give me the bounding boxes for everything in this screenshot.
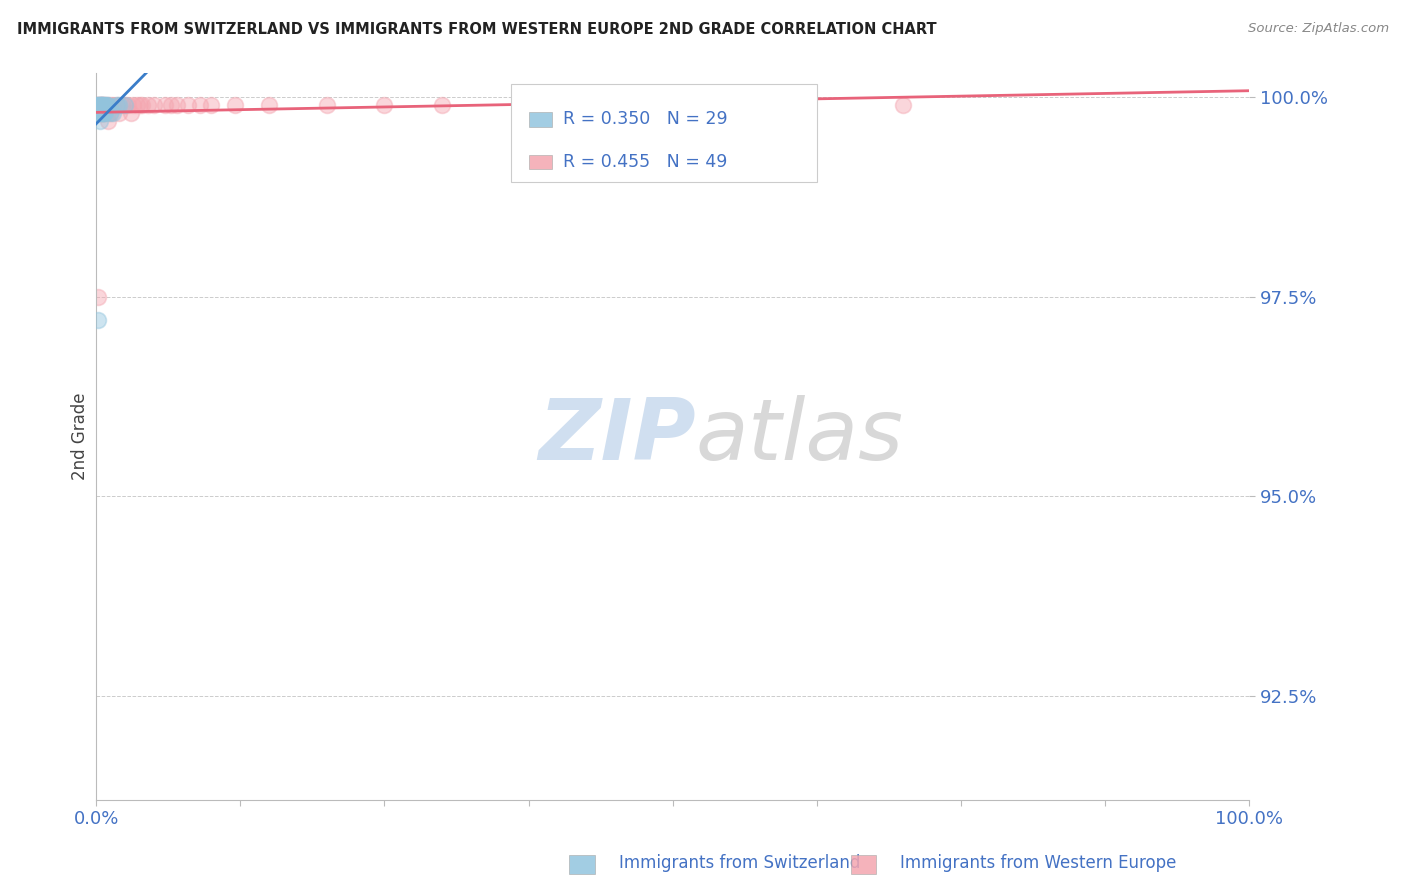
Point [96, 98, 118, 112]
Point [177, 98, 200, 112]
Point [120, 106, 142, 120]
Point [89, 98, 111, 112]
Point [108, 98, 131, 112]
Point [155, 98, 177, 112]
Point [257, 98, 280, 112]
Point [86, 106, 108, 120]
Y-axis label: 2nd Grade: 2nd Grade [72, 392, 89, 480]
Point [89, 106, 111, 120]
Point [87, 289, 110, 303]
Point [98, 98, 121, 112]
Point [87, 98, 110, 112]
Point [125, 98, 148, 112]
Bar [529, 112, 551, 127]
Point [90, 98, 112, 112]
Point [103, 98, 125, 112]
Text: R = 0.455   N = 49: R = 0.455 N = 49 [564, 153, 727, 171]
Point [315, 98, 337, 112]
Point [90, 98, 112, 112]
Point [200, 98, 222, 112]
FancyBboxPatch shape [512, 84, 817, 182]
Point [91, 98, 114, 112]
Point [91, 98, 114, 112]
Point [893, 98, 915, 112]
Point [110, 98, 132, 112]
Point [224, 98, 246, 112]
Point [96, 98, 118, 112]
Text: Immigrants from Switzerland: Immigrants from Switzerland [619, 855, 860, 872]
Point [98, 106, 121, 120]
Point [430, 98, 453, 112]
Point [94, 106, 117, 120]
Point [105, 98, 128, 112]
Point [89, 98, 111, 112]
Text: Immigrants from Western Europe: Immigrants from Western Europe [900, 855, 1177, 872]
Point [142, 98, 165, 112]
Point [114, 98, 136, 112]
Text: atlas: atlas [696, 395, 904, 478]
Point [166, 98, 188, 112]
Point [160, 98, 183, 112]
Point [87, 106, 110, 120]
Point [97, 98, 120, 112]
Point [373, 98, 395, 112]
Point [97, 114, 120, 128]
Point [122, 98, 145, 112]
Point [114, 98, 136, 112]
Point [188, 98, 211, 112]
Point [661, 98, 683, 112]
Point [129, 98, 152, 112]
Point [90, 106, 112, 120]
Point [87, 98, 110, 112]
Text: IMMIGRANTS FROM SWITZERLAND VS IMMIGRANTS FROM WESTERN EUROPE 2ND GRADE CORRELAT: IMMIGRANTS FROM SWITZERLAND VS IMMIGRANT… [17, 22, 936, 37]
Point [89, 114, 111, 128]
Point [108, 106, 131, 120]
Point [103, 106, 125, 120]
Text: ZIP: ZIP [538, 395, 696, 478]
Point [94, 98, 117, 112]
Point [87, 313, 110, 327]
Point [91, 106, 114, 120]
Point [91, 98, 114, 112]
Bar [529, 154, 551, 169]
Point [93, 106, 115, 120]
Point [117, 98, 139, 112]
Point [86, 106, 108, 120]
Point [131, 98, 153, 112]
Point [91, 106, 114, 120]
Point [91, 98, 114, 112]
Point [86, 98, 108, 112]
Point [97, 106, 120, 120]
Text: R = 0.350   N = 29: R = 0.350 N = 29 [564, 111, 728, 128]
Point [90, 106, 112, 120]
Point [91, 106, 114, 120]
Point [87, 98, 110, 112]
Point [93, 98, 115, 112]
Point [91, 106, 114, 120]
Point [87, 98, 110, 112]
Point [93, 106, 115, 120]
Point [94, 98, 117, 112]
Point [86, 98, 108, 112]
Point [90, 98, 112, 112]
Point [89, 98, 111, 112]
Point [91, 98, 114, 112]
Point [105, 98, 128, 112]
Point [89, 106, 111, 120]
Text: Source: ZipAtlas.com: Source: ZipAtlas.com [1249, 22, 1389, 36]
Point [136, 98, 159, 112]
Point [546, 98, 568, 112]
Point [100, 106, 122, 120]
Point [90, 98, 112, 112]
Point [93, 98, 115, 112]
